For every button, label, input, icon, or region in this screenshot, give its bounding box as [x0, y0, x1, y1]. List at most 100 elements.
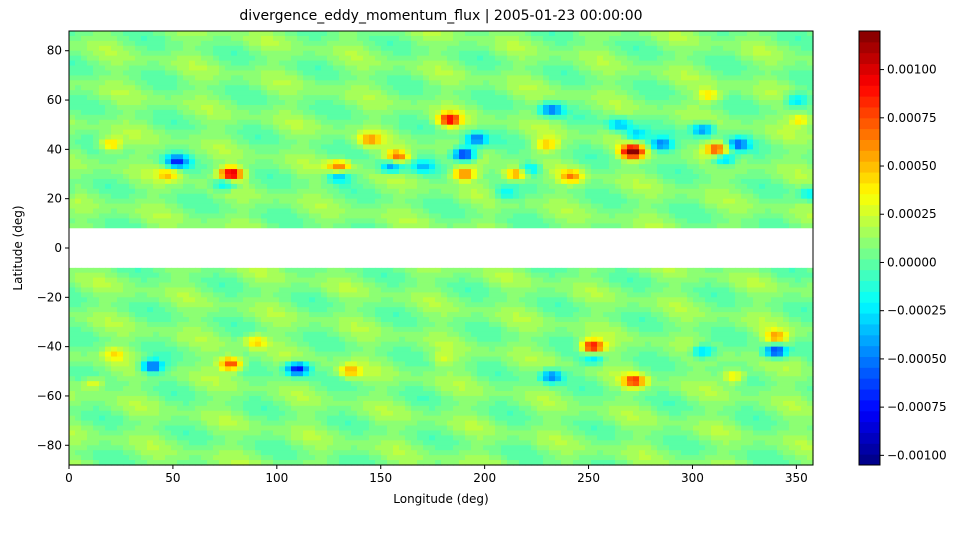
heatmap-cell	[453, 35, 460, 42]
heatmap-cell	[93, 139, 100, 146]
heatmap-cell	[93, 183, 100, 190]
heatmap-cell	[399, 134, 406, 141]
heatmap-cell	[207, 198, 214, 205]
heatmap-cell	[171, 70, 178, 76]
heatmap-cell	[81, 95, 88, 101]
heatmap-cell	[735, 203, 742, 210]
heatmap-cell	[687, 104, 694, 111]
heatmap-cell	[69, 208, 76, 215]
heatmap-cell	[297, 119, 304, 126]
heatmap-cell	[231, 208, 238, 215]
heatmap-cell	[249, 193, 256, 200]
heatmap-cell	[111, 100, 118, 106]
heatmap-cell	[759, 50, 766, 57]
heatmap-cell	[717, 188, 724, 195]
heatmap-cell	[333, 183, 340, 190]
heatmap-cell	[213, 218, 220, 224]
heatmap-cell	[753, 109, 760, 116]
heatmap-cell	[249, 104, 256, 111]
heatmap-cell	[519, 65, 526, 72]
heatmap-cell	[123, 119, 130, 126]
heatmap-cell	[345, 193, 352, 200]
heatmap-cell	[699, 31, 706, 37]
heatmap-cell	[231, 90, 238, 96]
heatmap-cell	[243, 149, 250, 155]
heatmap-cell	[129, 129, 136, 136]
heatmap-cell	[249, 169, 256, 175]
heatmap-cell	[693, 90, 700, 96]
heatmap-cell	[747, 45, 754, 52]
heatmap-cell	[729, 124, 736, 131]
heatmap-cell	[429, 134, 436, 141]
heatmap-cell	[423, 139, 430, 146]
heatmap-cell	[651, 55, 658, 62]
heatmap-cell	[201, 183, 208, 190]
heatmap-cell	[693, 45, 700, 52]
heatmap-cell	[183, 31, 190, 37]
heatmap-cell	[549, 208, 556, 215]
heatmap-cell	[183, 85, 190, 91]
heatmap-cell	[381, 65, 388, 72]
heatmap-cell	[273, 193, 280, 200]
heatmap-cell	[579, 114, 586, 121]
heatmap-cell	[309, 55, 316, 62]
heatmap-cell	[681, 90, 688, 96]
heatmap-cell	[747, 183, 754, 190]
heatmap-cell	[303, 109, 310, 116]
heatmap-cell	[627, 95, 634, 101]
heatmap-cell	[129, 75, 136, 81]
heatmap-cell	[705, 95, 712, 101]
heatmap-cell	[717, 203, 724, 210]
heatmap-cell	[573, 193, 580, 200]
heatmap-cell	[243, 178, 250, 185]
heatmap-cell	[387, 90, 394, 96]
heatmap-cell	[93, 213, 100, 220]
heatmap-cell	[441, 75, 448, 81]
heatmap-cell	[597, 178, 604, 185]
heatmap-cell	[789, 85, 796, 91]
heatmap-cell	[735, 109, 742, 116]
heatmap-cell	[141, 208, 148, 215]
heatmap-cell	[255, 90, 262, 96]
heatmap-cell	[375, 80, 382, 86]
heatmap-cell	[759, 159, 766, 165]
heatmap-cell	[567, 65, 574, 72]
heatmap-cell	[213, 65, 220, 72]
heatmap-cell	[705, 213, 712, 220]
heatmap-cell	[663, 85, 670, 91]
heatmap-cell	[363, 164, 370, 170]
heatmap-cell	[633, 223, 640, 229]
heatmap-cell	[477, 65, 484, 72]
heatmap-cell	[657, 223, 664, 229]
heatmap-cell	[291, 144, 298, 150]
heatmap-cell	[87, 169, 94, 175]
heatmap-cell	[123, 198, 130, 205]
heatmap-cell	[75, 100, 82, 106]
heatmap-cell	[789, 203, 796, 210]
heatmap-cell	[177, 80, 184, 86]
heatmap-cell	[561, 95, 568, 101]
heatmap-cell	[435, 55, 442, 62]
heatmap-cell	[237, 134, 244, 141]
heatmap-cell	[195, 154, 202, 160]
heatmap-cell	[729, 144, 736, 150]
heatmap-cell	[177, 114, 184, 121]
heatmap-cell	[567, 100, 574, 106]
heatmap-cell	[417, 45, 424, 52]
heatmap-cell	[321, 208, 328, 215]
heatmap-cell	[765, 174, 772, 180]
heatmap-cell	[225, 159, 232, 165]
heatmap-cell	[501, 159, 508, 165]
heatmap-cell	[663, 149, 670, 155]
heatmap-cell	[423, 50, 430, 57]
heatmap-cell	[489, 45, 496, 52]
heatmap-cell	[453, 104, 460, 111]
heatmap-cell	[597, 31, 604, 37]
heatmap-cell	[411, 95, 418, 101]
heatmap-cell	[93, 31, 100, 37]
heatmap-cell	[87, 124, 94, 131]
heatmap-cell	[459, 193, 466, 200]
heatmap-cell	[375, 31, 382, 37]
heatmap-cell	[279, 109, 286, 116]
heatmap-cell	[771, 193, 778, 200]
